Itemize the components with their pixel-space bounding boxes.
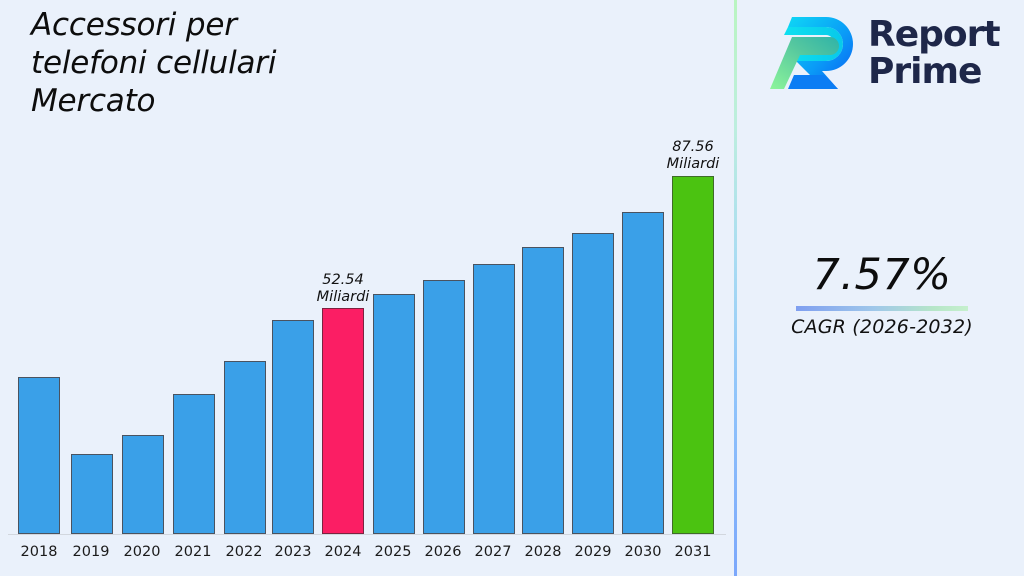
x-tick-2021: 2021 [174,544,212,560]
x-tick-2028: 2028 [524,544,562,560]
x-tick-2022: 2022 [225,544,263,560]
report-prime-logo-icon [770,11,856,95]
brand-logo: Report Prime [770,8,1010,98]
bar-2019[interactable] [71,454,113,534]
x-tick-2030: 2030 [624,544,662,560]
cagr-divider-rule [796,306,968,311]
x-axis-tick-labels: 2018 2019 2020 2021 2022 2023 2024 2025 2026 2027… [0,542,734,572]
bar-2025[interactable] [373,294,415,534]
x-tick-2018: 2018 [20,544,58,560]
x-tick-2023: 2023 [274,544,312,560]
x-axis-line [8,534,726,535]
x-tick-2025: 2025 [374,544,412,560]
bar-2029[interactable] [572,233,614,534]
bar-2028[interactable] [522,247,564,534]
cagr-value: 7.57% [812,250,952,300]
bar-2031[interactable] [672,176,714,534]
x-tick-2020: 2020 [123,544,161,560]
bar-2020[interactable] [122,435,164,534]
x-tick-2024: 2024 [324,544,362,560]
panel-divider [734,0,737,576]
bar-2027[interactable] [473,264,515,534]
bar-2021[interactable] [173,394,215,534]
brand-name-line-1: Report [868,14,1001,55]
cagr-label: CAGR (2026-2032) [791,316,973,338]
brand-name-line-2: Prime [868,51,982,92]
cagr-block: 7.57% CAGR (2026-2032) [740,250,1024,339]
bar-2024[interactable] [322,308,364,534]
bar-chart: 52.54 Miliardi 87.56 Miliardi 2018 2019 202… [0,139,734,572]
x-tick-2026: 2026 [424,544,462,560]
x-tick-2031: 2031 [674,544,712,560]
x-tick-2019: 2019 [72,544,110,560]
x-tick-2027: 2027 [474,544,512,560]
bar-2022[interactable] [224,361,266,534]
bar-2030[interactable] [622,212,664,534]
bar-value-label-2031: 87.56 Miliardi [666,139,720,172]
page-title: Accessori per telefoni cellulari Mercato [31,7,277,119]
bar-2018[interactable] [18,377,60,534]
bar-2026[interactable] [423,280,465,534]
bar-value-label-2024: 52.54 Miliardi [316,272,370,305]
x-tick-2029: 2029 [574,544,612,560]
chart-plot-area: 52.54 Miliardi 87.56 Miliardi [18,139,719,534]
brand-name: Report Prime [868,14,1001,92]
bar-2023[interactable] [272,320,314,534]
